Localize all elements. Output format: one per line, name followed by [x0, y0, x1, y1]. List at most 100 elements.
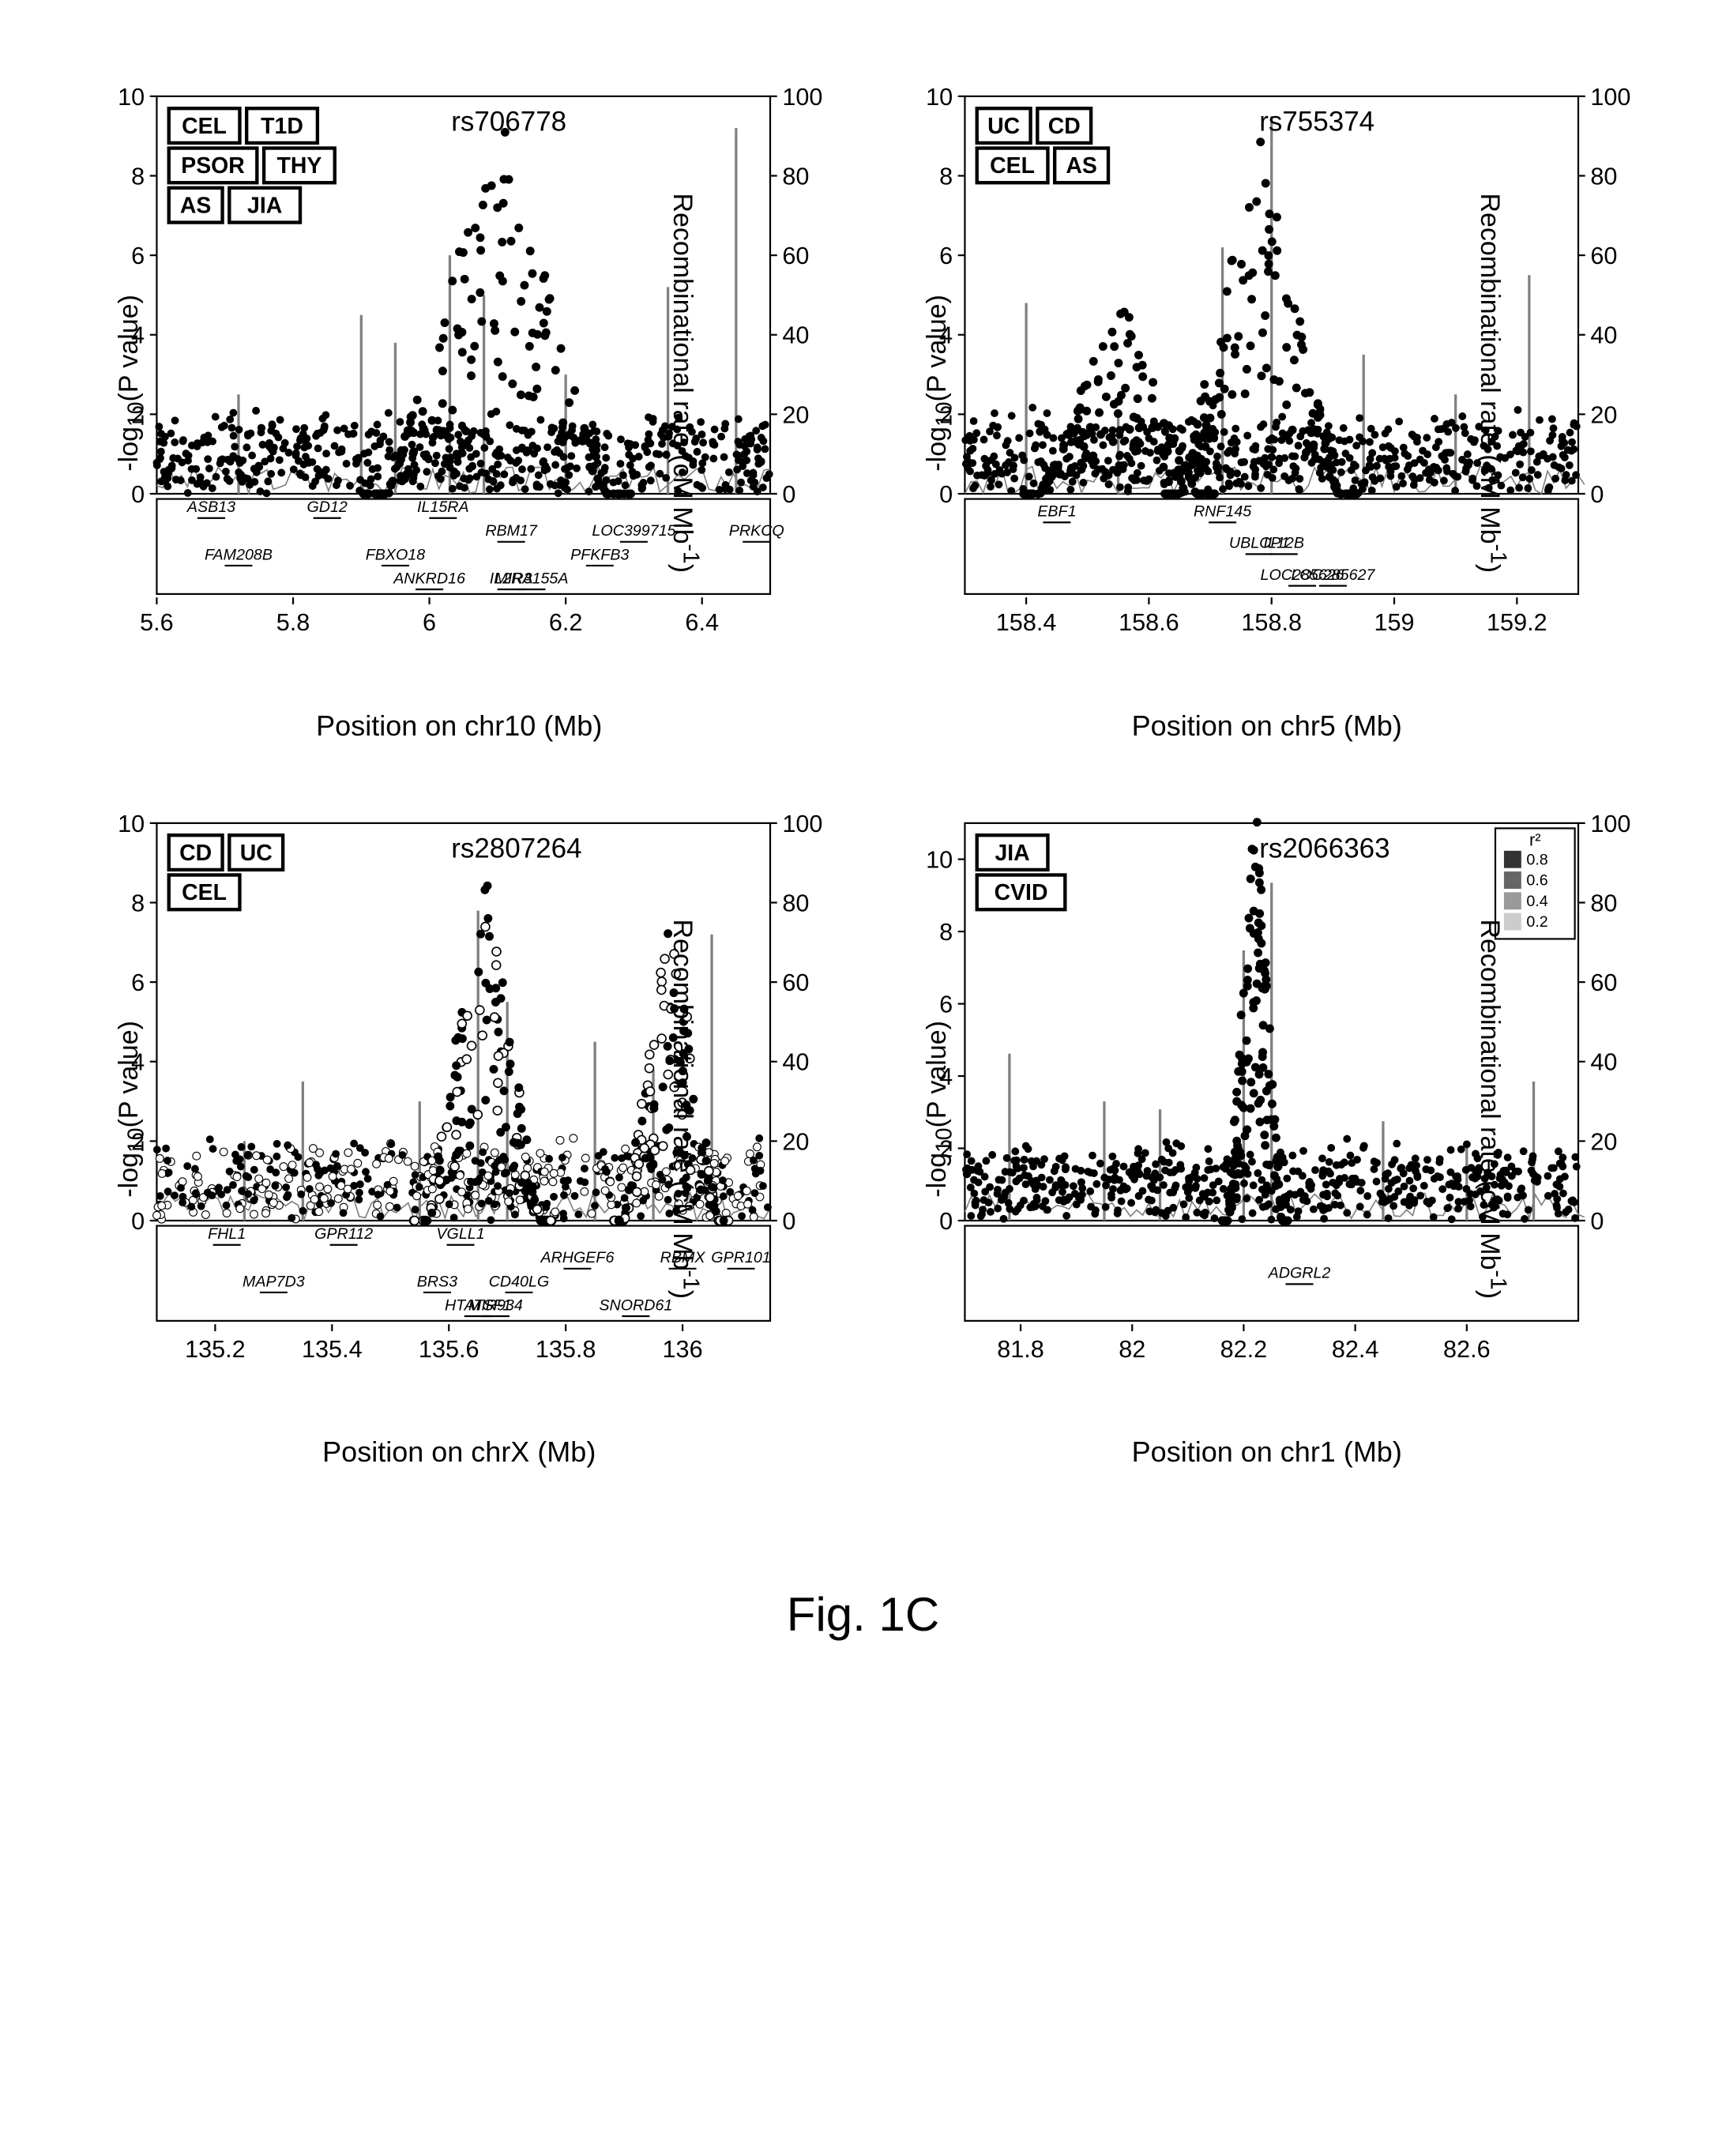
locus-plot: 0246810020406080100158.4158.6158.8159159…: [887, 79, 1648, 702]
svg-text:80: 80: [782, 163, 809, 190]
svg-text:UC: UC: [987, 114, 1020, 139]
gene-label: VGLL1: [436, 1225, 484, 1243]
svg-text:100: 100: [782, 84, 822, 111]
svg-text:0: 0: [782, 481, 795, 508]
svg-text:20: 20: [782, 401, 809, 428]
locus-panel-a: -log10(P value) Recombinational rate (cM …: [79, 79, 840, 743]
svg-text:159: 159: [1374, 609, 1414, 636]
svg-text:6: 6: [939, 991, 953, 1018]
gene-label: GPR112: [314, 1225, 373, 1243]
svg-text:20: 20: [1590, 401, 1617, 428]
plot-wrapper: -log10(P value)Recombinational rate (cM …: [887, 806, 1648, 1428]
svg-text:80: 80: [1590, 163, 1617, 190]
locus-plot: 024681002040608010081.88282.282.482.6JIA…: [887, 806, 1648, 1428]
svg-text:0.2: 0.2: [1526, 913, 1547, 931]
svg-text:10: 10: [118, 84, 145, 111]
snp-label: rs2807264: [451, 833, 581, 864]
locus-plot: 0246810020406080100135.2135.4135.6135.81…: [79, 806, 840, 1428]
gene-label: MIR3155A: [495, 570, 569, 587]
svg-text:6.2: 6.2: [549, 609, 583, 636]
disease-badge-cel: CEL: [169, 875, 240, 909]
figure-caption: Fig. 1C: [79, 1587, 1647, 1642]
svg-text:6: 6: [131, 243, 145, 269]
svg-text:60: 60: [1590, 243, 1617, 269]
figure-grid: -log10(P value) Recombinational rate (cM …: [79, 79, 1647, 1469]
disease-badge-jia: JIA: [976, 835, 1047, 870]
svg-text:0.6: 0.6: [1526, 871, 1547, 889]
locus-panel-d: -log10(P value)Recombinational rate (cM …: [887, 806, 1648, 1469]
svg-text:135.2: 135.2: [185, 1335, 246, 1362]
gene-label: FAM208B: [205, 546, 273, 563]
svg-text:40: 40: [1590, 322, 1617, 349]
disease-badge-cel: CEL: [169, 108, 240, 143]
svg-text:5.8: 5.8: [276, 609, 310, 636]
snp-label: rs706778: [451, 107, 566, 137]
svg-text:10: 10: [926, 84, 953, 111]
disease-badge-psor: PSOR: [169, 149, 258, 183]
svg-text:10: 10: [926, 846, 953, 873]
svg-text:60: 60: [782, 969, 809, 996]
plot-wrapper: -log10(P value) Recombinational rate (cM …: [79, 79, 840, 702]
gene-label: ASB13: [186, 499, 235, 516]
gene-label: LOC285626: [1260, 566, 1344, 584]
svg-text:CEL: CEL: [182, 880, 227, 905]
svg-text:20: 20: [1590, 1128, 1617, 1155]
svg-text:CEL: CEL: [182, 114, 227, 139]
y-axis-label-right: Recombinational rate (cM Mb-1): [667, 920, 703, 1300]
y-axis-label-left: -log10(P value): [114, 1021, 150, 1198]
gene-label: LOC399715: [592, 522, 675, 540]
svg-text:82.2: 82.2: [1220, 1335, 1267, 1362]
svg-text:40: 40: [1590, 1048, 1617, 1075]
x-axis-label: Position on chr10 (Mb): [316, 709, 602, 743]
gene-label: ADGRL2: [1267, 1264, 1330, 1281]
svg-text:AS: AS: [180, 194, 211, 219]
svg-text:81.8: 81.8: [997, 1335, 1044, 1362]
svg-text:6: 6: [939, 243, 953, 269]
svg-text:JIA: JIA: [247, 194, 282, 219]
svg-text:20: 20: [782, 1128, 809, 1155]
svg-text:158.4: 158.4: [995, 609, 1056, 636]
y-axis-label-left: -log10(P value): [114, 295, 150, 472]
disease-badge-uc: UC: [976, 108, 1030, 143]
locus-panel-c: -log10(P value) Recombinational rate (cM …: [79, 806, 840, 1469]
svg-text:159.2: 159.2: [1487, 609, 1547, 636]
gene-label: FBXO18: [366, 546, 426, 563]
svg-text:0.8: 0.8: [1526, 851, 1547, 868]
disease-badge-cd: CD: [169, 835, 223, 870]
gene-label: PRKCQ: [729, 522, 784, 540]
plot-wrapper: -log10(P value) Recombinational rate (cM …: [79, 806, 840, 1428]
svg-text:0: 0: [939, 481, 953, 508]
svg-text:CEL: CEL: [990, 153, 1035, 179]
svg-text:60: 60: [1590, 969, 1617, 996]
x-axis-label: Position on chr5 (Mb): [1132, 709, 1402, 743]
svg-text:135.8: 135.8: [536, 1335, 596, 1362]
svg-text:T1D: T1D: [261, 114, 303, 139]
svg-text:0: 0: [1590, 1207, 1604, 1234]
svg-text:5.6: 5.6: [140, 609, 174, 636]
gene-label: EBF1: [1037, 503, 1076, 521]
locus-panel-b: -log10(P value)Recombinational rate (cM …: [887, 79, 1648, 743]
disease-badge-as: AS: [169, 188, 223, 223]
svg-text:136: 136: [663, 1335, 703, 1362]
svg-text:JIA: JIA: [995, 840, 1029, 865]
svg-text:40: 40: [782, 1048, 809, 1075]
svg-text:0: 0: [131, 481, 145, 508]
svg-text:PSOR: PSOR: [181, 153, 245, 179]
disease-badge-cd: CD: [1037, 108, 1091, 143]
svg-text:135.4: 135.4: [302, 1335, 363, 1362]
gene-label: RBM17: [485, 522, 538, 540]
svg-text:60: 60: [782, 243, 809, 269]
gene-label: PFKFB3: [570, 546, 629, 563]
y-axis-label-right: Recombinational rate (cM Mb-1): [667, 193, 703, 573]
svg-text:AS: AS: [1066, 153, 1096, 179]
gene-label: BRS3: [417, 1273, 457, 1290]
svg-text:CVID: CVID: [994, 880, 1047, 905]
svg-text:0: 0: [1590, 481, 1604, 508]
svg-text:80: 80: [1590, 890, 1617, 916]
svg-text:8: 8: [131, 163, 145, 190]
disease-badge-t1d: T1D: [246, 108, 318, 143]
svg-text:CD: CD: [179, 840, 212, 865]
x-axis-label: Position on chr1 (Mb): [1132, 1435, 1402, 1469]
gene-label: SNORD61: [599, 1296, 672, 1314]
svg-text:100: 100: [1590, 810, 1630, 837]
